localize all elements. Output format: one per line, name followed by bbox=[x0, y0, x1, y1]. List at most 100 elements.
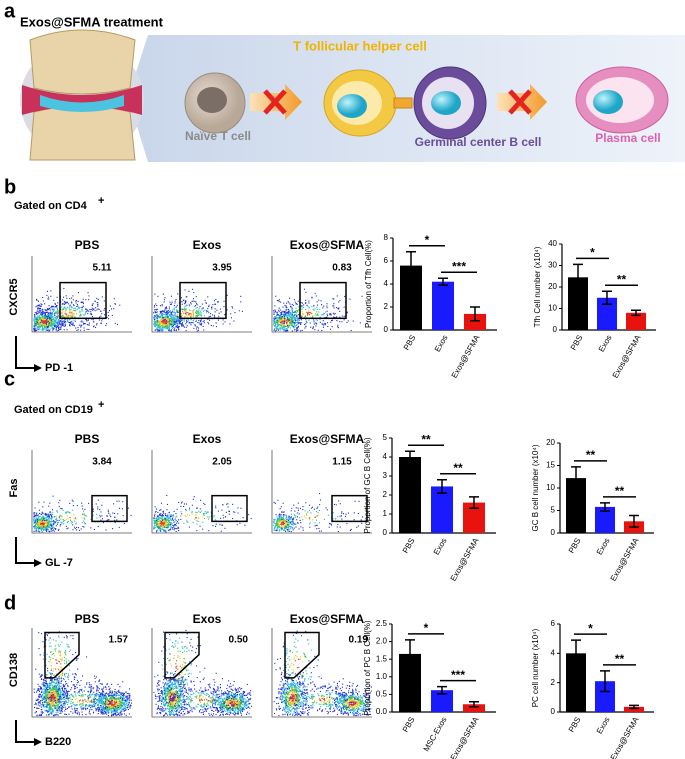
event bbox=[61, 308, 63, 310]
event bbox=[91, 700, 93, 702]
event bbox=[46, 513, 48, 515]
event bbox=[290, 531, 292, 533]
event bbox=[288, 516, 290, 518]
event bbox=[299, 517, 301, 519]
event bbox=[92, 514, 94, 516]
event bbox=[274, 325, 276, 327]
event bbox=[315, 295, 317, 297]
event bbox=[196, 304, 198, 306]
event bbox=[161, 525, 163, 527]
event bbox=[317, 314, 319, 316]
event bbox=[38, 673, 40, 675]
event bbox=[44, 517, 46, 519]
event bbox=[180, 308, 182, 310]
event bbox=[71, 315, 73, 317]
event bbox=[91, 316, 93, 318]
event bbox=[49, 686, 51, 688]
event bbox=[164, 522, 166, 524]
event bbox=[104, 314, 106, 316]
event bbox=[185, 312, 187, 314]
event bbox=[54, 693, 56, 695]
event bbox=[44, 309, 46, 311]
event bbox=[309, 526, 311, 528]
event bbox=[291, 314, 293, 316]
event bbox=[289, 327, 291, 329]
event bbox=[48, 319, 50, 321]
event bbox=[273, 529, 275, 531]
event bbox=[337, 531, 339, 533]
event bbox=[59, 324, 61, 326]
event bbox=[168, 308, 170, 310]
event bbox=[49, 328, 51, 330]
event bbox=[289, 325, 291, 327]
event bbox=[55, 306, 57, 308]
event bbox=[163, 512, 165, 514]
event bbox=[196, 507, 198, 509]
event bbox=[71, 313, 73, 315]
event bbox=[284, 313, 286, 315]
event bbox=[123, 522, 125, 524]
event bbox=[288, 310, 290, 312]
event bbox=[108, 315, 110, 317]
event bbox=[37, 327, 39, 329]
event bbox=[40, 310, 42, 312]
event bbox=[286, 328, 288, 330]
event bbox=[281, 526, 283, 528]
synapse bbox=[393, 97, 413, 109]
event bbox=[337, 327, 339, 329]
event bbox=[164, 520, 166, 522]
event bbox=[56, 308, 58, 310]
event bbox=[213, 314, 215, 316]
event bbox=[161, 527, 163, 529]
event bbox=[51, 520, 53, 522]
event bbox=[165, 321, 167, 323]
event bbox=[47, 514, 49, 516]
event bbox=[61, 515, 63, 517]
event bbox=[192, 322, 194, 324]
event bbox=[38, 690, 40, 692]
event bbox=[33, 522, 35, 524]
event bbox=[87, 292, 89, 294]
event bbox=[41, 314, 43, 316]
event bbox=[166, 325, 168, 327]
event bbox=[105, 709, 107, 711]
event bbox=[46, 329, 48, 331]
event bbox=[289, 522, 291, 524]
event bbox=[169, 318, 171, 320]
event bbox=[160, 521, 162, 523]
event bbox=[72, 505, 74, 507]
event bbox=[56, 323, 58, 325]
event bbox=[69, 512, 71, 514]
event bbox=[94, 310, 96, 312]
event bbox=[176, 309, 178, 311]
event bbox=[173, 307, 175, 309]
event bbox=[37, 518, 39, 520]
event bbox=[323, 312, 325, 314]
event bbox=[162, 515, 164, 517]
event bbox=[312, 326, 314, 328]
event bbox=[291, 523, 293, 525]
plot-title: PBS bbox=[75, 612, 100, 626]
event bbox=[157, 315, 159, 317]
event bbox=[54, 324, 56, 326]
event bbox=[166, 322, 168, 324]
event bbox=[290, 527, 292, 529]
event bbox=[68, 315, 70, 317]
event bbox=[48, 518, 50, 520]
event bbox=[300, 526, 302, 528]
event bbox=[156, 327, 158, 329]
event bbox=[38, 307, 40, 309]
event bbox=[312, 316, 314, 318]
event bbox=[39, 318, 41, 320]
event bbox=[157, 515, 159, 517]
event bbox=[174, 321, 176, 323]
event bbox=[38, 696, 40, 698]
event bbox=[47, 528, 49, 530]
event bbox=[54, 324, 56, 326]
event bbox=[53, 689, 55, 691]
event bbox=[44, 323, 46, 325]
event bbox=[38, 516, 40, 518]
event bbox=[178, 519, 180, 521]
event bbox=[278, 517, 280, 519]
event bbox=[285, 521, 287, 523]
